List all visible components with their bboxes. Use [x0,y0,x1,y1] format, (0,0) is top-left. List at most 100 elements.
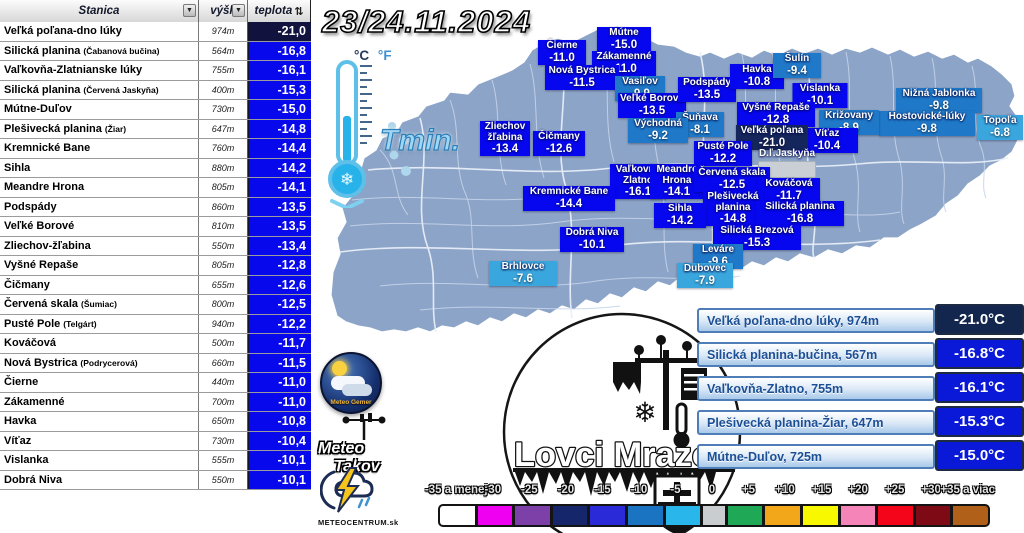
elevation-cell[interactable]: 730m [199,431,248,450]
table-row[interactable]: Veľká poľana-dno lúky 974m -21,0 [0,22,311,42]
station-cell[interactable]: Podspády [0,197,199,216]
temperature-cell[interactable]: -14,8 [248,119,311,138]
station-cell[interactable]: Mútne-Duľov [0,100,199,119]
temperature-cell[interactable]: -14,4 [248,139,311,158]
elevation-cell[interactable]: 650m [199,412,248,431]
table-row[interactable]: Silická planina (Červená Jaskyňa) 400m -15,… [0,80,311,100]
station-cell[interactable]: Meandre Hrona [0,178,199,197]
table-row[interactable]: Dobrá Niva 550m -10,1 [0,470,311,490]
elevation-cell[interactable]: 760m [199,139,248,158]
table-row[interactable]: Čierne 440m -11,0 [0,373,311,393]
table-row[interactable]: Zliechov-žľabina 550m -13,4 [0,236,311,256]
station-cell[interactable]: Čierne [0,373,199,392]
table-row[interactable]: Sihla 880m -14,2 [0,158,311,178]
station-cell[interactable]: Čičmany [0,275,199,294]
table-row[interactable]: Mútne-Duľov 730m -15,0 [0,100,311,120]
elevation-cell[interactable]: 974m [199,22,248,41]
temperature-cell[interactable]: -13,5 [248,197,311,216]
temperature-cell[interactable]: -13,4 [248,236,311,255]
table-row[interactable]: Silická planina (Čabanová bučina) 564m -16,… [0,41,311,61]
station-cell[interactable]: Zákamenné [0,392,199,411]
station-cell[interactable]: Víťaz [0,431,199,450]
elevation-cell[interactable]: 730m [199,100,248,119]
temperature-cell[interactable]: -15,0 [248,100,311,119]
temperature-cell[interactable]: -10,8 [248,412,311,431]
temperature-cell[interactable]: -10,1 [248,470,311,489]
table-row[interactable]: Vyšné Repaše 805m -12,8 [0,256,311,276]
filter-dropdown-icon[interactable]: ▼ [183,4,196,17]
temperature-cell[interactable]: -16,1 [248,61,311,80]
table-row[interactable]: Červená skala (Šumiac) 800m -12,5 [0,295,311,315]
table-row[interactable]: Meandre Hrona 805m -14,1 [0,178,311,198]
table-row[interactable]: Nová Bystrica (Podrycerová) 660m -11,5 [0,353,311,373]
elevation-cell[interactable]: 400m [199,80,248,99]
temperature-cell[interactable]: -12,6 [248,275,311,294]
temperature-cell[interactable]: -21,0 [248,22,311,41]
station-cell[interactable]: Dobrá Niva [0,470,199,489]
column-header-elevation[interactable]: výšk ▼ [199,0,248,22]
elevation-cell[interactable]: 700m [199,392,248,411]
station-cell[interactable]: Zliechov-žľabina [0,236,199,255]
station-cell[interactable]: Veľké Borové [0,217,199,236]
station-cell[interactable]: Veľká poľana-dno lúky [0,22,199,41]
elevation-cell[interactable]: 860m [199,197,248,216]
sort-icon[interactable]: ⇅ [294,4,304,18]
station-cell[interactable]: Vislanka [0,451,199,470]
station-cell[interactable]: Vaľkovňa-Zlatnianske lúky [0,61,199,80]
station-cell[interactable]: Nová Bystrica (Podrycerová) [0,353,199,372]
column-header-station[interactable]: Stanica ▼ [0,0,199,22]
temperature-cell[interactable]: -14,2 [248,158,311,177]
temperature-cell[interactable]: -13,5 [248,217,311,236]
table-row[interactable]: Vaľkovňa-Zlatnianske lúky 755m -16,1 [0,61,311,81]
station-cell[interactable]: Silická planina (Červená Jaskyňa) [0,80,199,99]
table-row[interactable]: Čičmany 655m -12,6 [0,275,311,295]
table-row[interactable]: Vislanka 555m -10,1 [0,451,311,471]
temperature-cell[interactable]: -11,0 [248,373,311,392]
station-cell[interactable]: Vyšné Repaše [0,256,199,275]
temperature-cell[interactable]: -11,5 [248,353,311,372]
temperature-cell[interactable]: -15,3 [248,80,311,99]
temperature-cell[interactable]: -16,8 [248,41,311,60]
temperature-cell[interactable]: -12,2 [248,314,311,333]
temperature-cell[interactable]: -11,7 [248,334,311,353]
station-cell[interactable]: Červená skala (Šumiac) [0,295,199,314]
elevation-cell[interactable]: 550m [199,470,248,489]
elevation-cell[interactable]: 440m [199,373,248,392]
elevation-cell[interactable]: 660m [199,353,248,372]
table-row[interactable]: Pusté Pole (Telgárt) 940m -12,2 [0,314,311,334]
elevation-cell[interactable]: 500m [199,334,248,353]
table-row[interactable]: Havka 650m -10,8 [0,412,311,432]
station-cell[interactable]: Havka [0,412,199,431]
filter-dropdown-icon[interactable]: ▼ [232,4,245,17]
station-cell[interactable]: Sihla [0,158,199,177]
table-row[interactable]: Podspády 860m -13,5 [0,197,311,217]
table-row[interactable]: Zákamenné 700m -11,0 [0,392,311,412]
elevation-cell[interactable]: 940m [199,314,248,333]
elevation-cell[interactable]: 810m [199,217,248,236]
elevation-cell[interactable]: 805m [199,256,248,275]
temperature-cell[interactable]: -12,5 [248,295,311,314]
elevation-cell[interactable]: 880m [199,158,248,177]
temperature-cell[interactable]: -12,8 [248,256,311,275]
table-row[interactable]: Víťaz 730m -10,4 [0,431,311,451]
elevation-cell[interactable]: 550m [199,236,248,255]
temperature-cell[interactable]: -10,1 [248,451,311,470]
elevation-cell[interactable]: 800m [199,295,248,314]
elevation-cell[interactable]: 555m [199,451,248,470]
table-row[interactable]: Plešivecká planina (Žiar) 647m -14,8 [0,119,311,139]
station-cell[interactable]: Kováčová [0,334,199,353]
elevation-cell[interactable]: 655m [199,275,248,294]
table-row[interactable]: Kováčová 500m -11,7 [0,334,311,354]
elevation-cell[interactable]: 755m [199,61,248,80]
station-cell[interactable]: Pusté Pole (Telgárt) [0,314,199,333]
station-cell[interactable]: Plešivecká planina (Žiar) [0,119,199,138]
temperature-cell[interactable]: -14,1 [248,178,311,197]
elevation-cell[interactable]: 564m [199,41,248,60]
temperature-cell[interactable]: -11,0 [248,392,311,411]
station-cell[interactable]: Silická planina (Čabanová bučina) [0,41,199,60]
table-row[interactable]: Veľké Borové 810m -13,5 [0,217,311,237]
table-row[interactable]: Kremnické Bane 760m -14,4 [0,139,311,159]
temperature-cell[interactable]: -10,4 [248,431,311,450]
elevation-cell[interactable]: 647m [199,119,248,138]
station-cell[interactable]: Kremnické Bane [0,139,199,158]
